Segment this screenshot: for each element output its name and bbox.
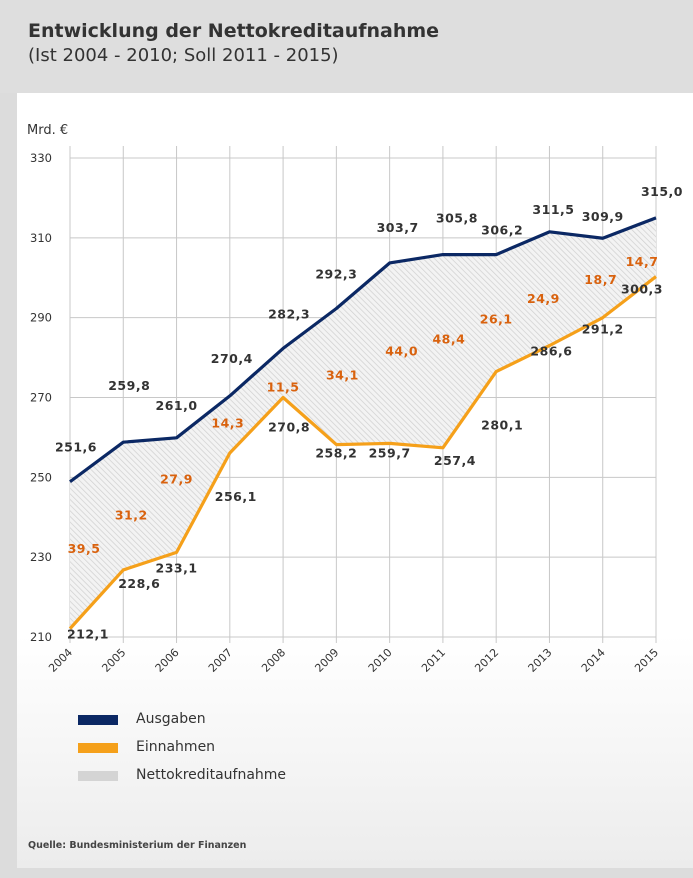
y-tick-label-210: 210: [30, 630, 52, 644]
einnahmen-value-2009: 258,2: [315, 446, 357, 461]
x-tick-label-2014: 2014: [579, 646, 608, 675]
x-tick-label-2008: 2008: [259, 646, 288, 675]
ausgaben-value-2005: 259,8: [108, 378, 150, 393]
x-tick-label-2005: 2005: [99, 646, 128, 675]
ausgaben-value-2004: 251,6: [55, 440, 97, 455]
nettokreditaufnahme-value-2012: 26,1: [480, 312, 513, 327]
ausgaben-value-2009: 292,3: [315, 266, 357, 281]
einnahmen-value-2004: 212,1: [67, 627, 109, 642]
x-tick-label-2011: 2011: [419, 646, 448, 675]
legend-swatch-einnahmen: [78, 743, 118, 753]
x-tick-label-2004: 2004: [46, 646, 75, 675]
source-note: Quelle: Bundesministerium der Finanzen: [28, 840, 247, 851]
nettokreditaufnahme-value-2009: 34,1: [326, 368, 359, 383]
einnahmen-value-2014: 291,2: [582, 322, 624, 337]
x-tick-label-2010: 2010: [366, 646, 395, 675]
einnahmen-value-2013: 286,6: [530, 344, 572, 359]
nettokreditaufnahme-value-2007: 14,3: [211, 415, 244, 430]
nettokreditaufnahme-value-2005: 31,2: [115, 507, 148, 522]
y-tick-label-310: 310: [30, 231, 52, 245]
nettokreditaufnahme-value-2011: 48,4: [432, 332, 465, 347]
legend-swatch-nettokreditaufnahme: [78, 771, 118, 781]
legend-label-einnahmen: Einnahmen: [136, 739, 216, 755]
header: Entwicklung der Nettokreditaufnahme (Ist…: [0, 0, 693, 93]
chart-subtitle: (Ist 2004 - 2010; Soll 2011 - 2015): [28, 45, 339, 66]
x-tick-label-2012: 2012: [472, 646, 501, 675]
legend-label-ausgaben: Ausgaben: [136, 711, 206, 727]
einnahmen-value-2012: 280,1: [481, 418, 523, 433]
ausgaben-value-2006: 261,0: [156, 398, 198, 413]
nettokreditaufnahme-value-2004: 39,5: [68, 541, 101, 556]
ausgaben-value-2007: 270,4: [211, 351, 253, 366]
nettokreditaufnahme-value-2010: 44,0: [385, 344, 418, 359]
y-tick-label-250: 250: [30, 470, 52, 484]
nettokreditaufnahme-value-2014: 18,7: [584, 272, 617, 287]
x-tick-label-2015: 2015: [632, 646, 661, 675]
ausgaben-value-2014: 309,9: [582, 209, 624, 224]
y-axis-label: Mrd. €: [27, 123, 69, 138]
x-tick-label-2007: 2007: [206, 646, 235, 675]
x-tick-label-2006: 2006: [153, 646, 182, 675]
series-line-einnahmen: [68, 275, 657, 630]
einnahmen-value-2015: 300,3: [621, 282, 663, 297]
einnahmen-value-2006: 233,1: [156, 560, 198, 575]
einnahmen-value-2011: 257,4: [434, 453, 476, 468]
ausgaben-value-2015: 315,0: [641, 184, 683, 199]
y-tick-label-230: 230: [30, 550, 52, 564]
legend-label-nettokreditaufnahme: Nettokreditaufnahme: [136, 767, 287, 783]
nettokreditaufnahme-value-2008: 11,5: [267, 380, 300, 395]
legend-swatch-ausgaben: [78, 715, 118, 725]
y-tick-label-270: 270: [30, 391, 52, 405]
einnahmen-value-2010: 259,7: [369, 445, 411, 460]
y-tick-label-330: 330: [30, 151, 52, 165]
einnahmen-value-2008: 270,8: [268, 420, 310, 435]
x-tick-label-2009: 2009: [312, 646, 341, 675]
ausgaben-value-2008: 282,3: [268, 306, 310, 321]
chart-title: Entwicklung der Nettokreditaufnahme: [28, 20, 440, 42]
nettokreditaufnahme-value-2013: 24,9: [527, 291, 560, 306]
x-tick-label-2013: 2013: [526, 646, 555, 675]
ausgaben-value-2012: 306,2: [481, 223, 523, 238]
series-line-ausgaben: [69, 216, 657, 484]
ausgaben-value-2013: 311,5: [532, 202, 574, 217]
ausgaben-value-2010: 303,7: [377, 220, 419, 235]
nettokreditaufnahme-value-2015: 14,7: [626, 254, 659, 269]
einnahmen-value-2007: 256,1: [215, 489, 257, 504]
einnahmen-value-2005: 228,6: [118, 576, 160, 591]
nettokreditaufnahme-value-2006: 27,9: [160, 471, 193, 486]
nettokreditaufnahme-area: [70, 217, 656, 629]
y-tick-label-290: 290: [30, 311, 52, 325]
ausgaben-value-2011: 305,8: [436, 211, 478, 226]
